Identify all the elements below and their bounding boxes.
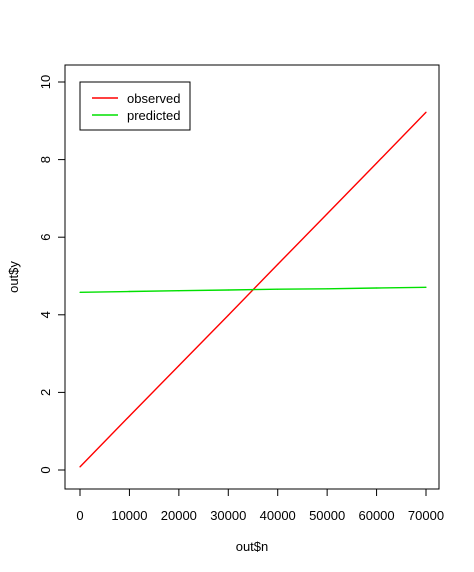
y-axis-title: out$y [6, 261, 21, 293]
y-tick-label: 6 [38, 234, 53, 241]
data-point-observed [178, 365, 180, 367]
legend-box [79, 81, 191, 131]
data-point-predicted [178, 290, 180, 292]
data-point-observed [375, 162, 378, 164]
x-tick-label: 70000 [408, 508, 444, 523]
data-point-observed [326, 213, 328, 215]
y-tick-label: 8 [38, 156, 53, 163]
legend: observed predicted [79, 81, 191, 131]
x-axis: 0 10000 20000 30000 40000 50000 60000 70000 [76, 488, 444, 523]
y-tick-label: 10 [38, 75, 53, 89]
data-point-observed [425, 111, 427, 113]
legend-label-observed: observed [127, 91, 180, 106]
data-point-predicted [326, 288, 328, 290]
data-point-predicted [375, 287, 378, 289]
data-point-observed [277, 263, 279, 265]
data-point-predicted [227, 289, 229, 291]
x-tick-label: 30000 [210, 508, 246, 523]
series-line-predicted [79, 286, 427, 293]
x-tick-label: 0 [76, 508, 83, 523]
data-point-observed [128, 415, 131, 417]
x-axis-title: out$n [236, 539, 269, 554]
data-point-predicted [128, 290, 131, 293]
data-point-observed [79, 466, 81, 468]
x-tick-label: 60000 [358, 508, 394, 523]
x-tick-label: 50000 [309, 508, 345, 523]
x-tick-label: 40000 [260, 508, 296, 523]
y-tick-label: 4 [38, 311, 53, 318]
y-axis: 0 2 4 6 8 10 [38, 75, 66, 474]
x-tick-label: 10000 [111, 508, 147, 523]
y-tick-label: 2 [38, 389, 53, 396]
data-point-predicted [277, 288, 279, 290]
data-point-predicted [79, 291, 81, 293]
x-tick-label: 20000 [161, 508, 197, 523]
series-layer [79, 111, 427, 468]
data-point-observed [227, 314, 229, 316]
y-tick-label: 0 [38, 466, 53, 473]
data-point-predicted [425, 286, 427, 288]
legend-label-predicted: predicted [127, 108, 180, 123]
